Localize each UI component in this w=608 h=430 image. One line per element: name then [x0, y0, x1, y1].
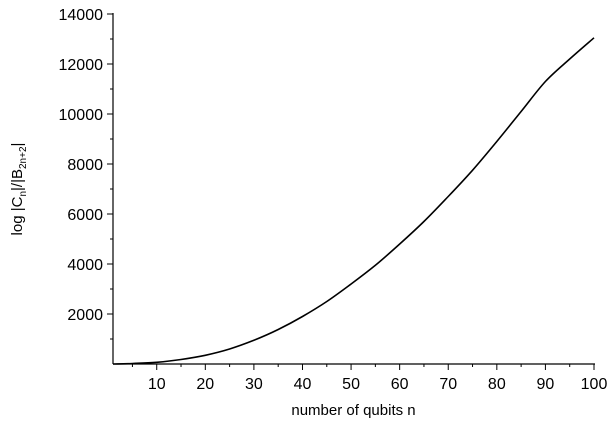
x-tick-label: 60 [391, 376, 409, 393]
y-tick-label: 14000 [59, 7, 104, 24]
x-ticks: 10 20 30 40 50 60 70 80 90 100 [131, 364, 608, 393]
x-axis-label: number of qubits n [291, 402, 415, 419]
y-axis-label: log |Cn|/|B2n+2| [9, 143, 29, 236]
y-tick-label: 8000 [67, 157, 103, 174]
x-tick-label: 30 [245, 376, 263, 393]
y-label-sub2: 2n+2 [18, 146, 29, 169]
x-tick-label: 80 [488, 376, 506, 393]
y-tick-label: 10000 [59, 107, 104, 124]
x-tick-label: 70 [439, 376, 457, 393]
x-tick-label: 90 [537, 376, 555, 393]
x-tick-label: 20 [196, 376, 214, 393]
y-label-prefix: log |C [9, 196, 26, 235]
x-tick-label: 100 [581, 376, 608, 393]
y-tick-label: 12000 [59, 57, 104, 74]
axes [112, 13, 595, 365]
series-line [112, 37, 595, 365]
y-tick-label: 6000 [67, 207, 103, 224]
x-tick-label: 40 [294, 376, 312, 393]
y-tick-label: 2000 [67, 307, 103, 324]
x-tick-label: 50 [342, 376, 360, 393]
y-label-mid: |/|B [9, 169, 26, 191]
y-label-sub1: n [18, 191, 29, 197]
x-tick-label: 10 [148, 376, 166, 393]
y-ticks: 2000 4000 6000 8000 10000 12000 14000 [59, 7, 113, 340]
y-tick-label: 4000 [67, 257, 103, 274]
y-label-suffix: | [9, 143, 26, 147]
